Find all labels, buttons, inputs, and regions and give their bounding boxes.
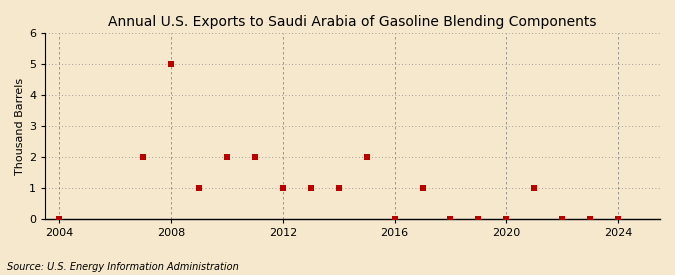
Point <box>361 155 372 159</box>
Point <box>473 217 484 221</box>
Title: Annual U.S. Exports to Saudi Arabia of Gasoline Blending Components: Annual U.S. Exports to Saudi Arabia of G… <box>109 15 597 29</box>
Point <box>445 217 456 221</box>
Point <box>585 217 595 221</box>
Text: Source: U.S. Energy Information Administration: Source: U.S. Energy Information Administ… <box>7 262 238 272</box>
Point <box>613 217 624 221</box>
Point <box>277 186 288 190</box>
Point <box>138 155 148 159</box>
Point <box>389 217 400 221</box>
Point <box>194 186 205 190</box>
Point <box>221 155 232 159</box>
Point <box>333 186 344 190</box>
Point <box>250 155 261 159</box>
Point <box>417 186 428 190</box>
Y-axis label: Thousand Barrels: Thousand Barrels <box>15 77 25 175</box>
Point <box>54 217 65 221</box>
Point <box>529 186 540 190</box>
Point <box>165 62 176 66</box>
Point <box>305 186 316 190</box>
Point <box>557 217 568 221</box>
Point <box>501 217 512 221</box>
